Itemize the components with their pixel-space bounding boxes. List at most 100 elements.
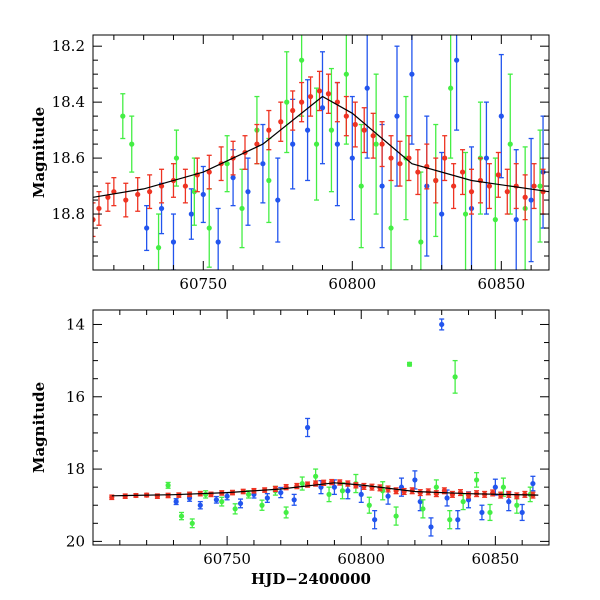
data-point (173, 499, 179, 505)
data-point (155, 245, 162, 251)
y-axis-label: Magnitude (30, 382, 48, 473)
model-curve (111, 482, 539, 497)
x-tick-label: 60750 (179, 275, 227, 293)
data-point (343, 71, 349, 77)
x-tick-label: 60800 (328, 275, 376, 293)
data-point (197, 502, 203, 508)
data-point (266, 127, 272, 133)
data-point (428, 524, 434, 530)
data-point (188, 211, 194, 217)
y-tick-label: 18.6 (52, 149, 85, 167)
data-point (254, 141, 260, 147)
data-point (213, 497, 219, 503)
y-tick-label: 18.8 (52, 205, 85, 223)
data-point (385, 493, 391, 499)
data-point (439, 321, 445, 328)
data-point (513, 217, 519, 223)
data-point (325, 91, 332, 97)
data-point (313, 141, 320, 147)
data-point (514, 493, 520, 499)
series-0 (144, 35, 546, 270)
data-point (433, 177, 439, 184)
data-point (245, 491, 252, 497)
data-point (260, 161, 266, 167)
data-point (215, 239, 221, 245)
data-point (513, 183, 519, 189)
data-point (370, 133, 376, 139)
data-point (358, 183, 364, 189)
data-point (379, 141, 385, 147)
data-point (304, 424, 311, 431)
data-point (498, 492, 504, 498)
data-point (299, 480, 305, 487)
data-point (170, 239, 177, 245)
data-point (191, 189, 197, 195)
data-point (299, 99, 305, 105)
data-point (275, 197, 281, 203)
data-point (394, 113, 400, 119)
data-point (397, 161, 403, 167)
plot-area (109, 318, 539, 537)
x-tick-label: 60850 (477, 275, 525, 293)
data-point (259, 502, 265, 508)
data-point (433, 484, 439, 490)
data-point (412, 477, 418, 483)
data-point (444, 495, 450, 501)
y-tick-label: 14 (66, 315, 85, 333)
data-point (507, 141, 513, 147)
data-point (123, 197, 129, 203)
data-point (388, 155, 394, 161)
data-point (122, 493, 128, 499)
data-point (349, 155, 355, 161)
data-point (514, 502, 520, 508)
data-point (278, 119, 284, 125)
data-point (483, 155, 490, 161)
data-point (189, 520, 195, 526)
data-point (291, 497, 297, 503)
data-point (165, 482, 171, 488)
model-curve (93, 95, 549, 198)
data-point (420, 506, 426, 512)
data-point (219, 499, 225, 505)
data-point (528, 197, 534, 203)
data-point (307, 93, 314, 100)
data-point (358, 491, 364, 497)
x-tick-label: 60850 (471, 550, 519, 568)
data-point (345, 488, 351, 494)
plot-frame (92, 309, 550, 546)
data-point (266, 177, 272, 184)
data-point (339, 488, 346, 494)
data-point (328, 127, 335, 133)
data-point (313, 473, 319, 479)
data-point (105, 194, 111, 200)
data-point (343, 113, 349, 119)
data-point (530, 480, 536, 487)
data-point (326, 491, 332, 497)
plot-frame (92, 34, 550, 271)
data-point (334, 141, 340, 147)
y-axis-label: Magnitude (30, 107, 48, 198)
data-point (531, 183, 537, 189)
data-point (388, 225, 394, 231)
y-tick-label: 18.4 (52, 93, 85, 111)
data-point (331, 484, 338, 490)
y-tick-label: 16 (66, 388, 85, 406)
data-point (492, 484, 498, 490)
x-tick-label: 60750 (203, 550, 251, 568)
data-point (283, 509, 289, 516)
data-point (495, 172, 501, 178)
data-point (319, 105, 326, 111)
data-point (379, 183, 385, 189)
data-point (337, 479, 343, 486)
data-point (468, 189, 475, 195)
data-point (393, 513, 399, 519)
data-point (492, 217, 498, 223)
data-point (120, 113, 126, 119)
data-point (373, 141, 379, 147)
data-point (284, 99, 290, 105)
data-point (93, 217, 96, 223)
data-point (506, 499, 512, 505)
data-point (406, 361, 413, 367)
